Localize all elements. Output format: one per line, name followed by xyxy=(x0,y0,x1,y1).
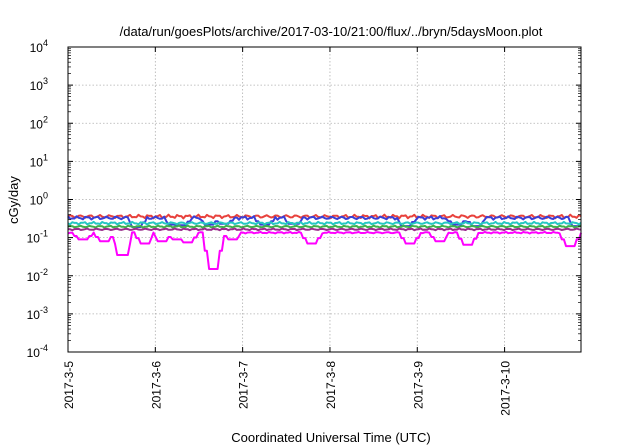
y-tick-label: 102 xyxy=(30,114,48,131)
y-tick-label: 103 xyxy=(30,76,48,93)
y-tick-label: 100 xyxy=(30,191,48,208)
y-tick-label: 104 xyxy=(30,38,48,55)
x-tick-label: 2017-3-9 xyxy=(411,361,425,409)
series-line-6 xyxy=(67,230,582,270)
chart-title: /data/run/goesPlots/archive/2017-03-10/2… xyxy=(120,24,543,39)
y-tick-label: 10-4 xyxy=(27,343,48,360)
x-axis: 2017-3-5 2017-3-6 2017-3-7 2017-3-8 2017-3-9… xyxy=(62,47,513,416)
y-tick-label: 10-3 xyxy=(27,305,48,322)
series-line-3 xyxy=(67,220,582,226)
series-layer xyxy=(67,213,582,270)
x-axis-label: Coordinated Universal Time (UTC) xyxy=(231,430,430,445)
y-tick-label: 10-1 xyxy=(27,229,48,246)
y-tick-label: 101 xyxy=(30,152,48,169)
x-tick-label: 2017-3-5 xyxy=(62,361,76,409)
x-tick-label: 2017-3-10 xyxy=(499,361,513,416)
series-line-4 xyxy=(67,224,582,229)
y-tick-label: 10-2 xyxy=(27,267,48,284)
y-axis: 10-4 10-3 10-2 10-1 100 101 102 103 104 xyxy=(27,38,581,360)
series-line-5 xyxy=(67,227,582,232)
x-tick-label: 2017-3-8 xyxy=(324,361,338,409)
grid xyxy=(68,47,581,352)
x-tick-label: 2017-3-6 xyxy=(149,361,163,409)
series-line-2 xyxy=(67,215,581,228)
x-tick-label: 2017-3-7 xyxy=(237,361,251,409)
y-axis-label: cGy/day xyxy=(6,176,21,224)
